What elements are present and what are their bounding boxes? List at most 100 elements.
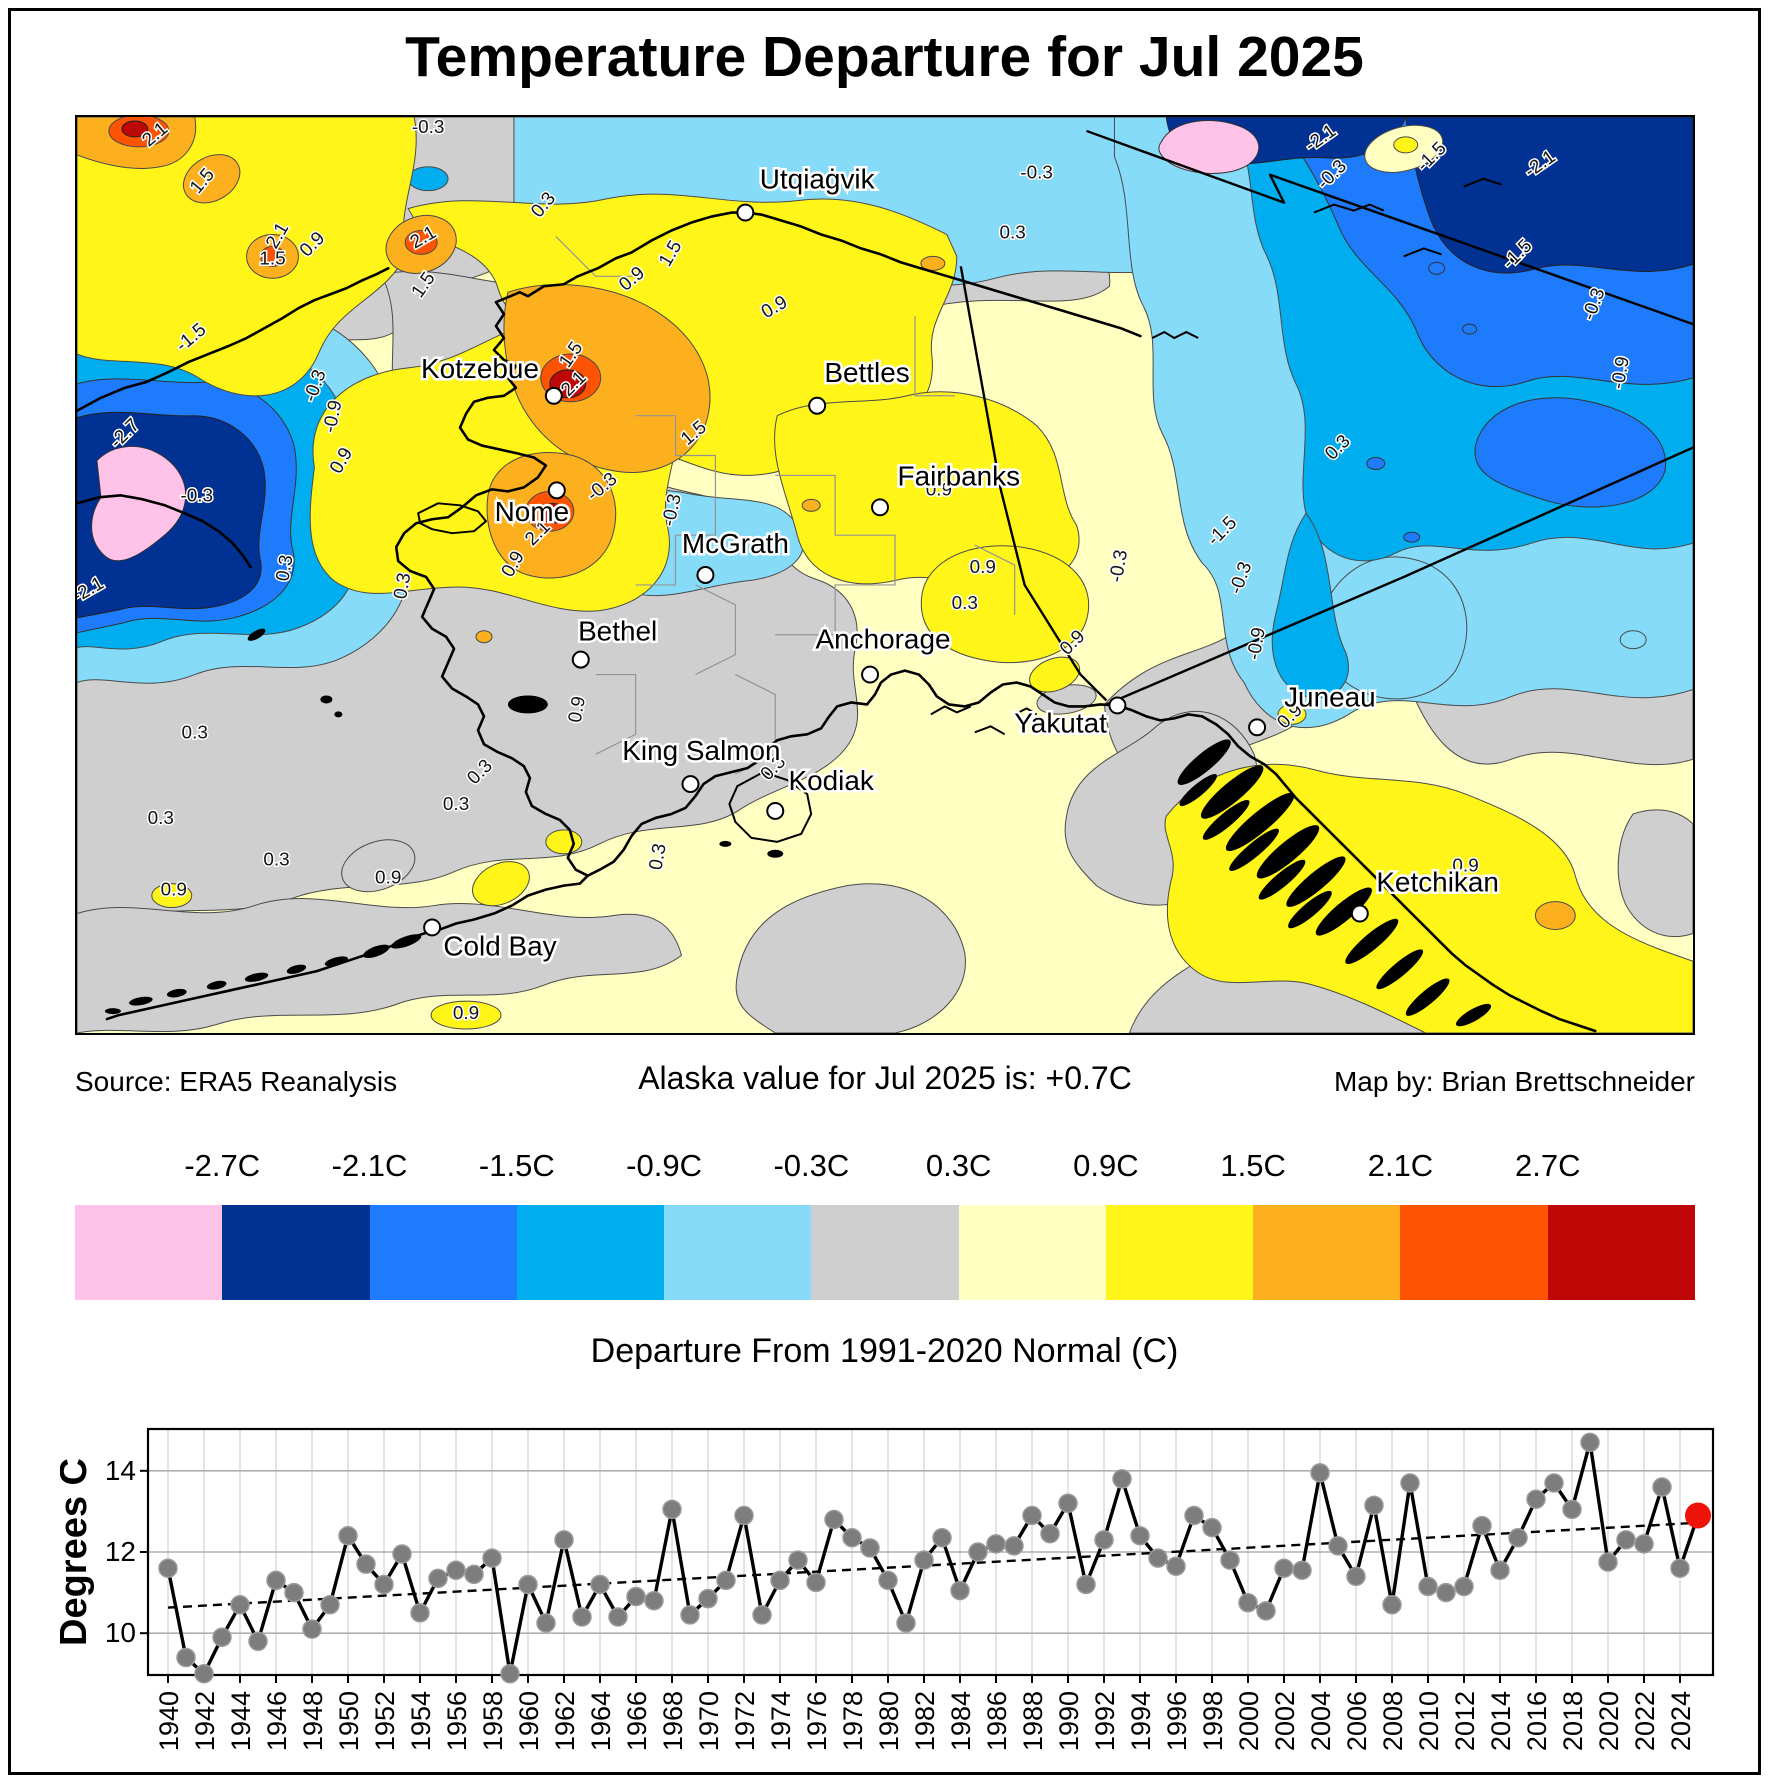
- data-point: [1256, 1601, 1276, 1621]
- data-point: [662, 1499, 682, 1520]
- page-title: Temperature Departure for Jul 2025: [405, 25, 1364, 89]
- data-point: [1004, 1536, 1024, 1556]
- contour-label: 0.9: [970, 557, 996, 578]
- contour-label: 0.3: [390, 571, 415, 601]
- colorbar-cell: [958, 1205, 1106, 1300]
- city-label: Ketchikan: [1376, 867, 1499, 898]
- city-label: Nome: [495, 496, 569, 527]
- data-point: [878, 1570, 898, 1591]
- contour-label: 0.3: [645, 842, 670, 872]
- data-point: [446, 1560, 466, 1581]
- x-tick-label: 1956: [442, 1691, 472, 1751]
- data-point: [914, 1550, 934, 1570]
- x-tick-label: 1950: [334, 1691, 364, 1751]
- x-tick-label: 1948: [298, 1691, 328, 1751]
- colorbar-cell: [516, 1205, 665, 1300]
- colorbar-cell: [811, 1205, 959, 1300]
- data-point: [500, 1664, 520, 1684]
- x-tick-label: 1976: [802, 1691, 832, 1751]
- data-point: [788, 1550, 808, 1570]
- source-caption: Source: ERA5 Reanalysis: [75, 1066, 398, 1097]
- data-point: [1616, 1530, 1636, 1550]
- city-label: Juneau: [1284, 681, 1376, 712]
- contour-label: -0.3: [1020, 163, 1053, 184]
- data-point: [1436, 1582, 1456, 1603]
- data-point: [932, 1528, 952, 1548]
- city-marker: [571, 650, 590, 669]
- x-tick-label: 1940: [154, 1691, 184, 1751]
- contour-label: 0.3: [182, 722, 208, 743]
- data-point: [572, 1607, 592, 1627]
- city-marker: [423, 918, 442, 937]
- contour-label: 0.3: [263, 850, 289, 871]
- x-tick-label: 1946: [262, 1691, 292, 1751]
- city-marker: [1350, 904, 1369, 923]
- legend-tick-label: -1.5C: [478, 1148, 555, 1183]
- colorbar-cell: [664, 1205, 812, 1300]
- data-point: [752, 1605, 772, 1625]
- data-point: [1292, 1560, 1312, 1581]
- contour-label: 0.3: [1000, 222, 1026, 243]
- x-tick-label: 2010: [1414, 1691, 1444, 1751]
- x-tick-label: 1944: [226, 1691, 256, 1751]
- city-label: Yakutat: [1014, 707, 1107, 738]
- city-marker: [544, 386, 563, 405]
- data-point: [806, 1572, 826, 1593]
- city-marker: [1248, 718, 1267, 737]
- data-point: [1076, 1574, 1096, 1595]
- data-point: [1382, 1595, 1402, 1615]
- contour-label: 0.9: [161, 880, 187, 901]
- data-point: [1346, 1566, 1366, 1587]
- data-point: [734, 1505, 754, 1526]
- data-point: [212, 1627, 232, 1647]
- y-axis-label: Degrees C: [60, 1458, 95, 1646]
- data-point: [590, 1574, 610, 1595]
- data-point: [1364, 1495, 1384, 1516]
- colorbar-cell: [1105, 1205, 1254, 1300]
- data-point: [410, 1603, 430, 1623]
- x-tick-label: 1964: [586, 1691, 616, 1751]
- legend-tick-label: 1.5C: [1220, 1148, 1286, 1183]
- contour-label: 0.9: [453, 1003, 479, 1024]
- contour-label: 0.3: [272, 553, 297, 583]
- city-label: Bethel: [578, 616, 657, 647]
- legend-tick-labels: -2.7C -2.1C -1.5C -0.9C -0.3C 0.3C 0.9C 1.5C 2.1…: [75, 1148, 1695, 1188]
- data-point: [896, 1613, 916, 1633]
- legend-caption: Departure From 1991-2020 Normal (C): [590, 1332, 1179, 1370]
- city-label: Bettles: [824, 357, 909, 388]
- trend-line: [167, 1521, 1699, 1609]
- data-point: [1652, 1477, 1672, 1497]
- x-tick-label: 1974: [766, 1691, 796, 1751]
- x-tick-label: 1952: [370, 1691, 400, 1751]
- data-point: [266, 1570, 286, 1591]
- x-tick-label: 1978: [838, 1691, 868, 1751]
- data-point: [716, 1570, 736, 1591]
- data-point: [1040, 1523, 1060, 1544]
- data-point: [1220, 1550, 1240, 1570]
- x-tick-label: 2022: [1630, 1691, 1660, 1751]
- x-tick-label: 1968: [658, 1691, 688, 1751]
- city-marker: [696, 566, 715, 584]
- city-marker: [1108, 696, 1127, 715]
- x-tick-label: 1994: [1126, 1691, 1156, 1751]
- data-point: [1274, 1558, 1294, 1578]
- x-tick-label: 1992: [1090, 1691, 1120, 1751]
- alaska-departure-map: 2.1 1.5 1.5 2.1 1.5 2.1 0.9 -0.3 0.3 0.9 1.5 1.5 2.1…: [75, 115, 1695, 1035]
- data-point: [284, 1582, 304, 1603]
- data-point: [1022, 1505, 1042, 1526]
- data-point: [392, 1544, 412, 1564]
- x-tick-label: 2008: [1378, 1691, 1408, 1751]
- legend-tick-label: -2.1C: [331, 1148, 408, 1183]
- data-point: [194, 1664, 214, 1684]
- x-tick-label: 1986: [982, 1691, 1012, 1751]
- x-tick-label: 1960: [514, 1691, 544, 1751]
- city-label: McGrath: [682, 528, 789, 559]
- x-tick-label: 1980: [874, 1691, 904, 1751]
- data-point: [1400, 1473, 1420, 1493]
- colorbar-cell: [222, 1205, 370, 1300]
- data-point: [158, 1558, 178, 1578]
- data-point: [1418, 1576, 1438, 1597]
- data-point: [1634, 1534, 1654, 1554]
